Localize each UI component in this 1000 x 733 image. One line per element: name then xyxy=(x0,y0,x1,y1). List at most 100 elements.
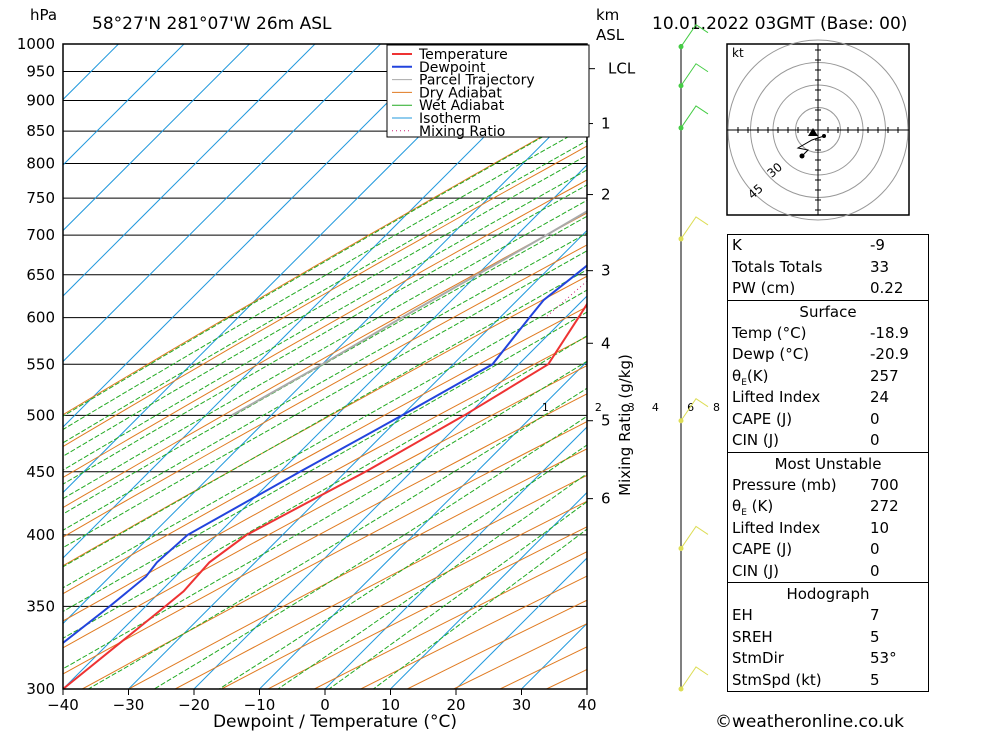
tt-value: 33 xyxy=(870,257,890,276)
sreh-value: 5 xyxy=(870,627,880,646)
lcl-label: LCL xyxy=(608,60,636,78)
hodograph-point xyxy=(799,153,805,159)
pressure-label: 600 xyxy=(26,309,55,327)
sreh-label: SREH xyxy=(732,627,773,646)
mu-cape-value: 0 xyxy=(870,540,880,558)
wet-adiabat-line xyxy=(277,473,587,689)
dry-adiabat-line xyxy=(63,275,587,567)
km-tick-label: 4 xyxy=(601,334,611,352)
km-tick-label: 6 xyxy=(601,490,611,508)
wet-adiabat-line xyxy=(63,269,587,568)
tt-label: Totals Totals xyxy=(732,257,823,276)
km-tick-label: 3 xyxy=(601,262,611,280)
wind-barb xyxy=(680,398,709,422)
km-unit-label: km xyxy=(596,6,619,24)
isotherm-line xyxy=(63,164,587,689)
isotherm-line xyxy=(63,44,316,297)
dry-adiabat-line xyxy=(63,179,587,479)
sfc-cin-value: 0 xyxy=(870,431,880,449)
isotherm-line xyxy=(63,44,119,101)
wind-barb xyxy=(680,666,709,690)
dry-adiabat-line xyxy=(221,500,587,689)
pressure-label: 400 xyxy=(26,526,55,544)
wet-adiabat-line xyxy=(63,335,587,639)
sfc-temp-label: Temp (°C) xyxy=(732,323,807,342)
wet-adiabat-line xyxy=(218,444,587,689)
mu-theta-label: θE (K) xyxy=(732,497,774,518)
isotherm-line xyxy=(324,426,587,689)
mu-title: Most Unstable xyxy=(728,451,928,475)
right-axis-label: Mixing Ratio (g/kg) xyxy=(616,354,634,496)
x-axis-label: Dewpoint / Temperature (°C) xyxy=(213,712,457,732)
wind-barb xyxy=(680,525,709,549)
legend-label: Parcel Trajectory xyxy=(419,73,535,89)
x-tick-label: −40 xyxy=(47,696,79,714)
isotherm-line xyxy=(63,44,185,166)
eh-value: 7 xyxy=(870,606,880,624)
mixing-ratio-label: 3 xyxy=(628,401,635,414)
mixing-ratio-label: 1 xyxy=(542,401,549,414)
dry-adiabat-line xyxy=(63,335,587,622)
wet-adiabat-line xyxy=(63,169,587,471)
x-tick-label: 10 xyxy=(381,696,400,714)
isotherm-line xyxy=(63,44,381,363)
sfc-dewp-value: -20.9 xyxy=(870,345,909,363)
sfc-cin-label: CIN (J) xyxy=(732,431,780,449)
legend-label: Wet Adiabat xyxy=(419,98,505,114)
wet-adiabat-line xyxy=(63,232,587,531)
dry-adiabat-line xyxy=(63,110,587,416)
wet-adiabat-line xyxy=(63,250,587,549)
footer-copyright: ©weatheronline.co.uk xyxy=(715,712,904,732)
dry-adiabat-line xyxy=(82,421,587,689)
hodograph-title: Hodograph xyxy=(728,582,928,605)
sfc-li-label: Lifted Index xyxy=(732,388,821,406)
sfc-theta-value: 257 xyxy=(870,366,899,385)
legend-label: Dry Adiabat xyxy=(419,85,502,101)
pressure-label: 350 xyxy=(26,597,55,615)
plot-frame xyxy=(62,43,588,690)
dry-adiabat-line xyxy=(63,145,587,448)
wet-adiabat-line xyxy=(63,215,587,515)
wet-adiabat-line xyxy=(63,154,587,457)
stmdir-value: 53° xyxy=(870,649,897,667)
sfc-cape-value: 0 xyxy=(870,409,880,428)
k-label: K xyxy=(732,236,742,254)
pressure-label: 950 xyxy=(26,62,55,80)
wind-barb xyxy=(680,63,709,87)
isotherm-line xyxy=(455,557,587,689)
pressure-label: 700 xyxy=(26,226,55,244)
x-tick-label: 30 xyxy=(512,696,531,714)
pw-label: PW (cm) xyxy=(732,279,796,297)
k-value: -9 xyxy=(870,236,885,254)
mu-pressure-label: Pressure (mb) xyxy=(732,475,837,494)
chart-title: 58°27'N 281°07'W 26m ASL xyxy=(92,14,332,34)
mu-li-value: 10 xyxy=(870,518,890,537)
dry-adiabat-line xyxy=(63,393,587,675)
wet-adiabat-line xyxy=(63,184,587,485)
x-tick-label: 40 xyxy=(577,696,596,714)
mu-cin-label: CIN (J) xyxy=(732,561,780,580)
pressure-label: 900 xyxy=(26,91,55,109)
x-tick-label: −30 xyxy=(113,696,145,714)
wet-adiabat-line xyxy=(63,360,587,670)
wind-barb xyxy=(680,105,709,129)
wet-adiabat-line xyxy=(88,387,587,689)
sfc-dewp-label: Dewp (°C) xyxy=(732,345,810,363)
sfc-theta-label: θE(K) xyxy=(732,366,769,388)
pressure-label: 650 xyxy=(26,266,55,284)
legend-label: Dewpoint xyxy=(419,60,486,76)
mu-cin-value: 0 xyxy=(870,561,880,580)
isotherm-line xyxy=(390,491,587,689)
dry-adiabat-line xyxy=(128,448,587,689)
legend-label: Mixing Ratio xyxy=(419,124,505,140)
indices-table: K -9 Totals Totals 33 PW (cm) 0.22 Surface … xyxy=(727,234,929,692)
pressure-unit-label: hPa xyxy=(30,6,57,24)
mu-pressure-value: 700 xyxy=(870,475,899,494)
parcel-trajectory-profile xyxy=(231,210,587,417)
pw-value: 0.22 xyxy=(870,279,904,297)
sfc-li-value: 24 xyxy=(870,388,890,406)
wind-barb xyxy=(680,216,709,240)
pressure-label: 850 xyxy=(26,122,55,140)
